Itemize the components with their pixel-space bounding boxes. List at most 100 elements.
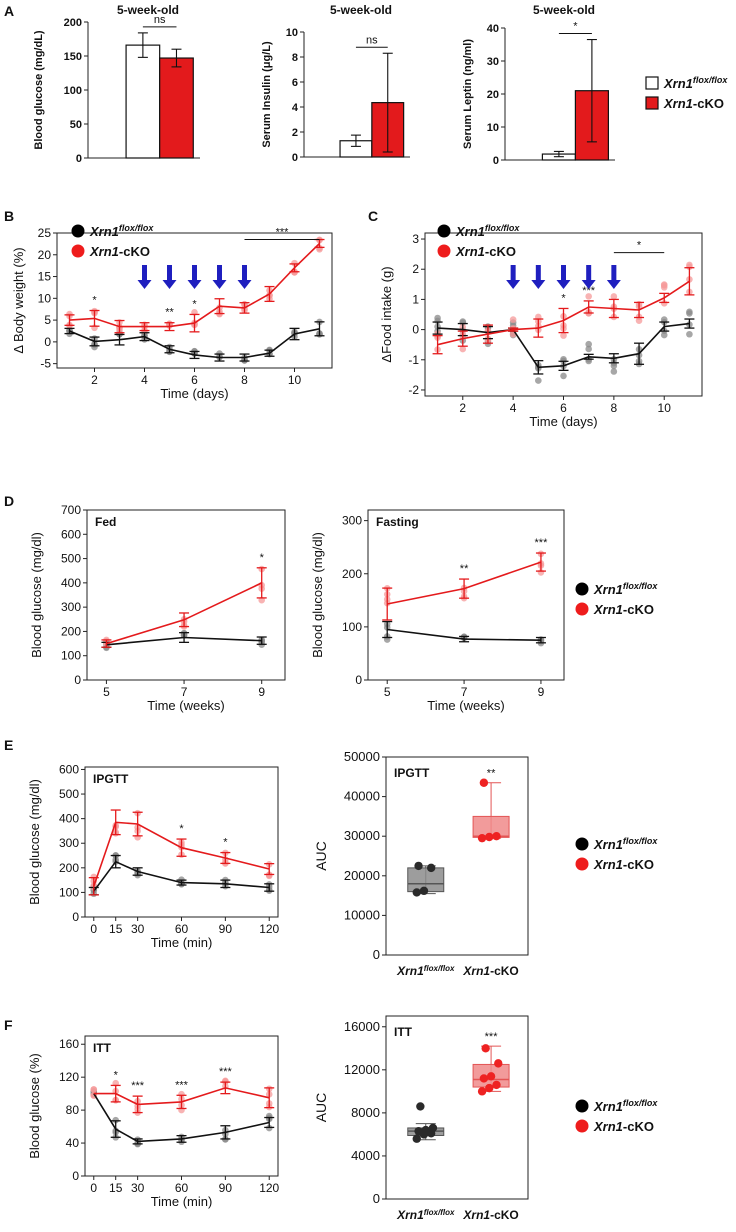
x-tick-label: 10 [658,401,672,415]
x-tick-label: 4 [141,373,148,387]
injection-arrow-icon [556,265,571,289]
point-cko [485,832,494,842]
x-tick-label: 9 [258,685,265,699]
y-tick-label: 150 [64,51,82,63]
x-tick-label: 120 [259,922,279,936]
injection-arrow-icon [606,265,621,289]
legend-dot-control [575,837,589,851]
x-tick-label: 15 [109,1181,123,1195]
x-tick-label: 7 [461,685,468,699]
x-tick-label: 2 [459,401,466,415]
point-cko [486,1072,496,1081]
injection-arrow-icon [212,265,227,289]
injection-arrow-icon [237,265,252,289]
legend-entry-cko: Xrn1-cKO [437,244,516,259]
plot-frame [385,756,529,956]
x-tick-label: 5 [103,685,110,699]
x-tick-label: 90 [219,922,233,936]
plot-frame [385,1015,529,1200]
significance-label: * [637,240,642,252]
chart-title: 5-week-old [533,3,595,17]
injection-arrow-icon [137,265,152,289]
x-tick-label: 0 [90,922,97,936]
legend-label-cko: Xrn1-cKO [593,1119,654,1134]
point-control [560,372,567,380]
y-tick-label: 100 [59,885,79,899]
y-tick-label: 10 [487,122,499,134]
y-tick-label: 3 [412,232,419,246]
y-tick-label: 400 [59,812,79,826]
point-cko [509,316,517,323]
legend-dot-control [437,224,451,238]
injection-arrow-icon [506,265,521,289]
significance-label: * [192,298,197,310]
chart-title: ITT [394,1025,413,1039]
legend-label-cko: Xrn1-cKO [89,244,150,259]
injection-arrow-icon [162,265,177,289]
line-chart-d1: 0 100 200 300 400 500 600 700 Blood glucose (mg/… [29,503,286,713]
legend-entry-cko: Xrn1-cKO [575,1119,654,1134]
y-tick-label: 700 [61,503,81,517]
point-cko [291,259,298,267]
y-tick-label: -2 [408,383,419,397]
x-axis-label: Time (days) [529,414,597,429]
y-axis-label: Serum Insulin (μg/L) [261,41,273,148]
legend-dot-control [71,224,85,238]
chart-title: Fed [95,515,116,529]
x-tick-label: 30 [131,922,145,936]
panel-label-b: B [4,208,14,224]
point-cko [265,871,273,879]
x-tick-label: 10 [288,373,302,387]
panel-label-f: F [4,1017,13,1033]
point-cko [481,1044,490,1053]
y-tick-label: 100 [64,85,82,97]
point-cko [492,1080,501,1090]
significance-label: * [573,21,578,33]
x-tick-label: 15 [109,922,123,936]
y-tick-label: 300 [59,836,79,850]
legend-label-control: Xrn1flox/flox [663,75,728,91]
legend-entry-control: Xrn1flox/flox [437,223,520,239]
series-line-control [93,860,270,892]
significance-label: *** [131,1080,145,1092]
panel-label-e: E [4,737,13,753]
point-control [686,330,693,338]
line-chart-b: -5 0 5 10 15 20 25 Δ Body weight (%) 2 4 6 8 10 Time … [11,226,333,401]
point-cko [660,284,668,291]
y-axis-label: Δ Body weight (%) [11,247,26,353]
bar-control [125,44,161,159]
legend-entry-control: Xrn1flox/flox [575,1098,658,1114]
y-axis-label: Blood glucose (mg/dl) [29,532,44,658]
legend-label-control: Xrn1flox/flox [593,1098,658,1114]
category-label-control: Xrn1flox/flox [396,1208,455,1222]
y-tick-label: 40000 [344,789,380,804]
y-tick-label: 12000 [344,1062,380,1077]
category-label-control: Xrn1flox/flox [396,964,455,978]
series-line-control [93,1093,270,1143]
significance-label: * [223,837,228,849]
point-cko [291,269,298,276]
y-tick-label: 600 [61,527,81,541]
y-tick-label: 500 [61,552,81,566]
significance-label: ** [165,307,174,319]
point-control [585,340,592,348]
y-tick-label: 80 [66,1103,80,1117]
legend-dot-cko [575,602,589,616]
panel-label-a: A [4,3,14,19]
y-tick-label: 0 [355,673,362,687]
chart-title: 5-week-old [330,3,392,17]
point-control [428,1123,438,1133]
significance-label: * [179,823,184,835]
y-tick-label: 0 [292,152,298,164]
y-tick-label: 4000 [351,1148,380,1163]
y-tick-label: 2 [412,262,419,276]
point-cko [585,293,592,300]
y-tick-label: 0 [493,155,499,167]
y-tick-label: 500 [59,787,79,801]
x-tick-label: 5 [384,685,391,699]
series-line-cko [93,1087,270,1106]
legend-entry-control: Xrn1flox/flox [71,223,154,239]
point-control [686,308,693,316]
legend-swatch-cko [645,96,659,110]
y-tick-label: 200 [61,624,81,638]
